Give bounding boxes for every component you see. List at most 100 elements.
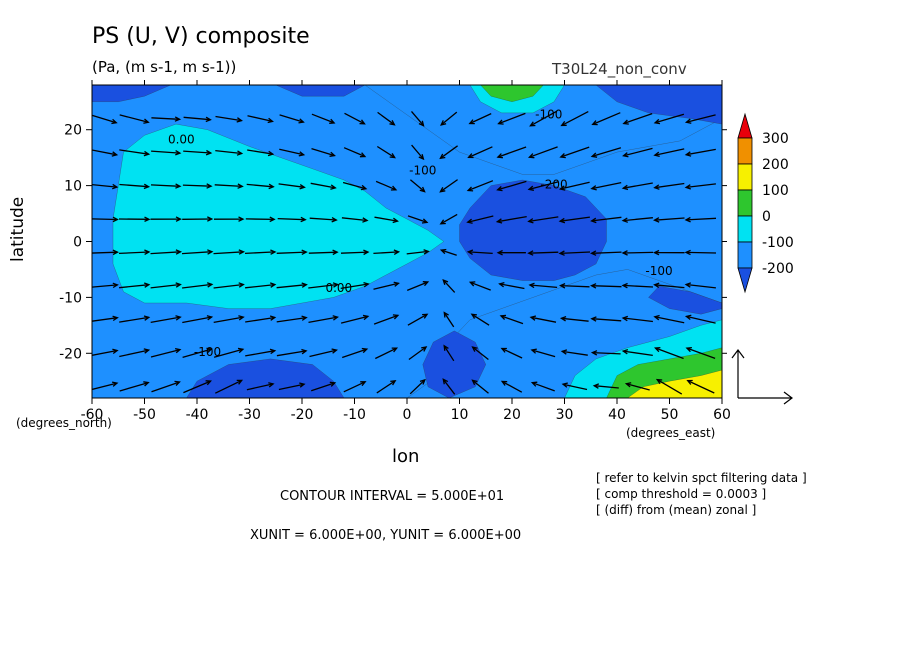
contour-label: 0.00 xyxy=(168,133,195,147)
contour-label: -100 xyxy=(645,264,672,278)
chart-units: (Pa, (m s-1, m s-1)) xyxy=(92,58,237,76)
wind-vector xyxy=(182,282,214,289)
contour-label: -100 xyxy=(535,108,562,122)
wind-vector xyxy=(439,213,458,225)
wind-vector xyxy=(245,216,276,223)
contour-region xyxy=(627,369,722,398)
wind-vector xyxy=(409,378,426,395)
wind-vector xyxy=(527,146,558,159)
wind-vector xyxy=(373,249,401,255)
wind-vector xyxy=(276,249,308,255)
wind-vector xyxy=(278,183,306,190)
wind-vector xyxy=(215,115,243,123)
contour-interval-text: CONTOUR INTERVAL = 5.000E+01 xyxy=(280,489,505,504)
wind-vector xyxy=(279,148,306,157)
wind-vector xyxy=(653,314,685,324)
wind-vector xyxy=(151,380,181,393)
wind-vector xyxy=(342,181,368,191)
wind-vector xyxy=(653,182,685,190)
x-axis-label: lon xyxy=(392,446,420,467)
wind-vector xyxy=(466,215,494,224)
y-unit-label: (degrees_north) xyxy=(16,416,112,430)
colorbar-swatch xyxy=(737,215,753,243)
note-line: [ comp threshold = 0.0003 ] xyxy=(596,487,767,501)
wind-vector xyxy=(527,216,559,224)
wind-vector xyxy=(376,379,397,394)
wind-vector xyxy=(622,112,653,125)
wind-vector xyxy=(442,279,456,293)
wind-vector xyxy=(244,249,277,255)
wind-vector xyxy=(470,313,490,326)
x-unit-label: (degrees_east) xyxy=(626,426,716,440)
colorbar-swatch xyxy=(737,241,753,269)
wind-vector xyxy=(151,150,182,156)
wind-vector xyxy=(439,145,458,160)
wind-vector xyxy=(92,315,119,322)
wind-vector xyxy=(246,382,275,391)
wind-vector xyxy=(278,382,306,391)
wind-vector xyxy=(590,216,622,224)
wind-vector xyxy=(561,382,588,391)
note-line: [ (diff) from (mean) zonal ] xyxy=(596,503,757,517)
wind-vector xyxy=(215,149,244,156)
wind-vector xyxy=(150,216,182,222)
wind-vector xyxy=(684,183,716,190)
wind-vector xyxy=(468,281,491,291)
colorbar-label: -100 xyxy=(762,235,794,251)
wind-vector xyxy=(150,183,182,189)
y-tick-label: 20 xyxy=(64,123,82,139)
wind-vector xyxy=(621,282,654,289)
wind-vector xyxy=(684,282,716,289)
x-tick-label: -10 xyxy=(343,407,366,423)
wind-vector xyxy=(182,216,214,222)
contour-region xyxy=(459,179,607,281)
wind-vector xyxy=(309,348,338,358)
y-tick-label: -10 xyxy=(59,290,82,306)
x-tick-label: 60 xyxy=(713,407,731,423)
wind-vector xyxy=(407,215,429,224)
wind-vector xyxy=(559,283,590,289)
x-tick-label: 0 xyxy=(403,407,412,423)
wind-vector xyxy=(686,379,715,394)
wind-vector xyxy=(183,116,212,123)
wind-vector xyxy=(376,145,396,159)
wind-vector xyxy=(590,283,622,289)
x-tick-label: 10 xyxy=(451,407,469,423)
contour-region xyxy=(275,85,366,97)
wind-vector xyxy=(559,146,590,159)
wind-vector xyxy=(183,380,212,394)
colorbar-label: 100 xyxy=(762,183,789,199)
wind-vector xyxy=(653,346,684,360)
wind-vector xyxy=(276,348,308,357)
y-tick-label: 10 xyxy=(64,179,82,195)
wind-vector xyxy=(411,144,425,161)
wind-vector xyxy=(409,179,426,193)
wind-vector xyxy=(468,113,492,125)
wind-vector xyxy=(247,115,274,124)
wind-vector xyxy=(621,348,653,357)
wind-vector xyxy=(558,216,590,224)
y-axis-label: latitude xyxy=(8,196,28,262)
reference-vector-y xyxy=(731,349,745,398)
x-tick-label: 20 xyxy=(503,407,521,423)
wind-vector xyxy=(591,112,621,126)
wind-vector xyxy=(150,347,182,358)
wind-vector xyxy=(590,181,622,191)
colorbar-label: 200 xyxy=(762,157,789,173)
wind-vector xyxy=(500,380,523,393)
x-tick-label: -20 xyxy=(291,407,314,423)
vector-unit-text: XUNIT = 6.000E+00, YUNIT = 6.000E+00 xyxy=(250,528,522,543)
wind-vector xyxy=(622,147,653,158)
wind-vector xyxy=(118,216,151,222)
wind-vector xyxy=(310,182,337,190)
wind-vector xyxy=(213,282,245,289)
wind-vector xyxy=(624,382,650,391)
wind-vector xyxy=(407,313,429,326)
wind-vector xyxy=(497,112,526,125)
wind-vector xyxy=(247,149,275,157)
wind-vector xyxy=(653,148,685,158)
wind-vector xyxy=(443,344,455,362)
wind-vector xyxy=(150,315,182,324)
wind-vector xyxy=(529,315,557,323)
